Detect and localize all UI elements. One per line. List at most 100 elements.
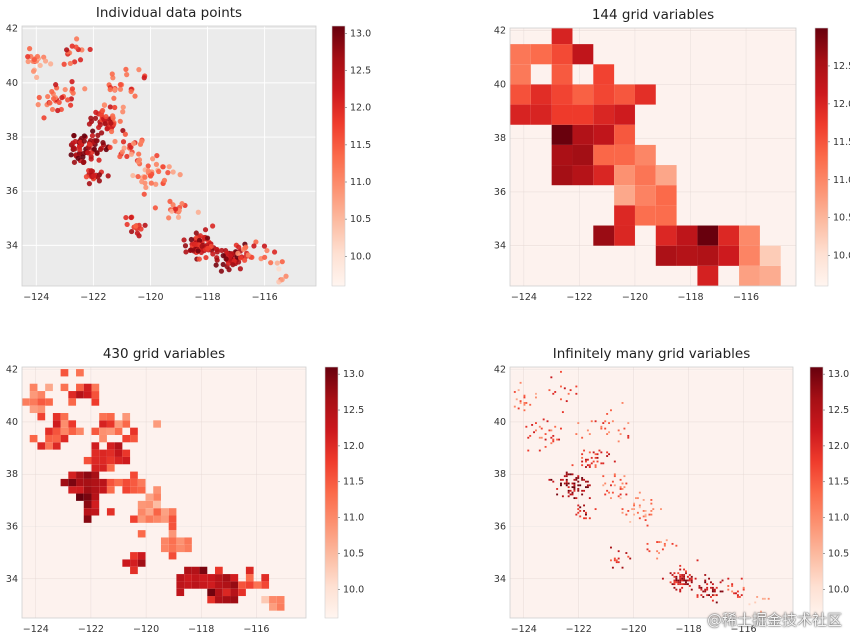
data-point xyxy=(47,100,53,106)
heatmap-cell xyxy=(176,588,185,597)
heatmap-cell xyxy=(588,466,591,468)
heatmap-cell xyxy=(76,391,84,399)
data-point xyxy=(120,104,126,110)
y-tick-label: 38 xyxy=(6,132,18,143)
heatmap-cell xyxy=(575,497,578,500)
heatmap-cell xyxy=(99,486,107,494)
data-point xyxy=(148,180,154,186)
heatmap-cell xyxy=(276,603,285,611)
heatmap-cell xyxy=(581,436,584,439)
data-point xyxy=(110,115,116,121)
data-point xyxy=(251,243,257,249)
heatmap-cell xyxy=(673,581,676,584)
heatmap-cell xyxy=(638,506,641,509)
heatmap-cell xyxy=(627,436,630,439)
heatmap-cell xyxy=(627,422,630,424)
heatmap-cell xyxy=(583,478,586,481)
colorbar-tick-label: 12.5 xyxy=(343,405,364,416)
heatmap-cell xyxy=(577,488,580,490)
chart-title: Infinitely many grid variables xyxy=(553,346,750,362)
y-tick-label: 42 xyxy=(494,365,506,376)
heatmap-cell xyxy=(704,579,707,582)
y-tick-label: 36 xyxy=(6,186,18,197)
heatmap-cell xyxy=(710,581,712,584)
data-point xyxy=(145,168,151,174)
data-point xyxy=(96,178,102,184)
heatmap-cell xyxy=(176,537,185,545)
colorbar xyxy=(331,25,346,287)
heatmap-cell xyxy=(619,486,622,489)
data-point xyxy=(70,145,77,151)
heatmap-cell xyxy=(106,478,115,487)
heatmap-cell xyxy=(207,588,216,597)
heatmap-cell xyxy=(676,225,698,246)
data-point xyxy=(166,215,172,221)
heatmap-cell xyxy=(646,542,649,545)
heatmap-cell xyxy=(696,596,699,598)
heatmap-cell xyxy=(83,500,92,509)
heatmap-cell xyxy=(137,552,146,560)
colorbar xyxy=(324,366,339,619)
heatmap-cell xyxy=(215,581,223,589)
heatmap-cell xyxy=(760,610,762,613)
heatmap-cell xyxy=(122,478,131,487)
heatmap-cell xyxy=(253,581,262,589)
data-point xyxy=(210,223,216,229)
heatmap-cell xyxy=(52,420,61,428)
heatmap-cell xyxy=(199,566,208,575)
heatmap-cell xyxy=(638,491,641,494)
heatmap-cell xyxy=(230,588,239,597)
data-point xyxy=(264,247,270,254)
data-point xyxy=(166,164,172,170)
data-point xyxy=(124,221,130,228)
heatmap-cell xyxy=(551,124,573,145)
y-tick-label: 36 xyxy=(494,521,506,532)
heatmap-cell xyxy=(556,493,559,496)
data-point xyxy=(120,139,127,145)
data-point xyxy=(199,243,205,249)
data-point xyxy=(121,145,127,151)
data-point xyxy=(122,131,128,137)
heatmap-cell xyxy=(29,398,38,406)
data-point xyxy=(97,146,104,152)
heatmap-cell xyxy=(593,124,615,145)
heatmap-cell xyxy=(594,453,597,456)
heatmap-cell xyxy=(596,456,599,459)
heatmap-cell xyxy=(740,577,743,580)
heatmap-cell xyxy=(619,488,622,490)
heatmap-cell xyxy=(710,586,712,589)
heatmap-cell xyxy=(736,596,739,598)
axes-frame xyxy=(21,25,317,287)
heatmap-cell xyxy=(114,478,123,487)
heatmap-cell xyxy=(530,44,552,65)
data-point xyxy=(69,43,75,49)
heatmap-cell xyxy=(681,579,684,582)
heatmap-cell xyxy=(91,493,100,501)
heatmap-cell xyxy=(704,588,707,591)
data-point xyxy=(53,82,59,88)
heatmap-cell xyxy=(546,420,549,423)
heatmap-cell xyxy=(567,473,570,476)
data-marks xyxy=(22,369,285,611)
heatmap-cell xyxy=(619,433,622,435)
heatmap-cell xyxy=(681,575,684,578)
heatmap-cell xyxy=(222,588,231,597)
data-point xyxy=(42,58,49,64)
heatmap-cell xyxy=(644,510,647,512)
heatmap-cell xyxy=(683,583,686,586)
heatmap-cell xyxy=(122,559,131,567)
data-point xyxy=(219,247,225,254)
heatmap-cell xyxy=(530,104,552,125)
heatmap-cell xyxy=(573,489,576,492)
data-point xyxy=(223,256,229,262)
chart-panel-1: Individual data points −124 −122 −120 −118 −1… xyxy=(6,5,371,303)
heatmap-cell xyxy=(619,493,622,496)
heatmap-cell xyxy=(690,579,693,582)
heatmap-cell xyxy=(604,493,607,496)
heatmap-cell xyxy=(677,581,680,584)
heatmap-cell xyxy=(704,581,707,584)
heatmap-cell xyxy=(592,460,595,463)
heatmap-cell xyxy=(91,464,100,472)
heatmap-cell xyxy=(114,442,123,450)
